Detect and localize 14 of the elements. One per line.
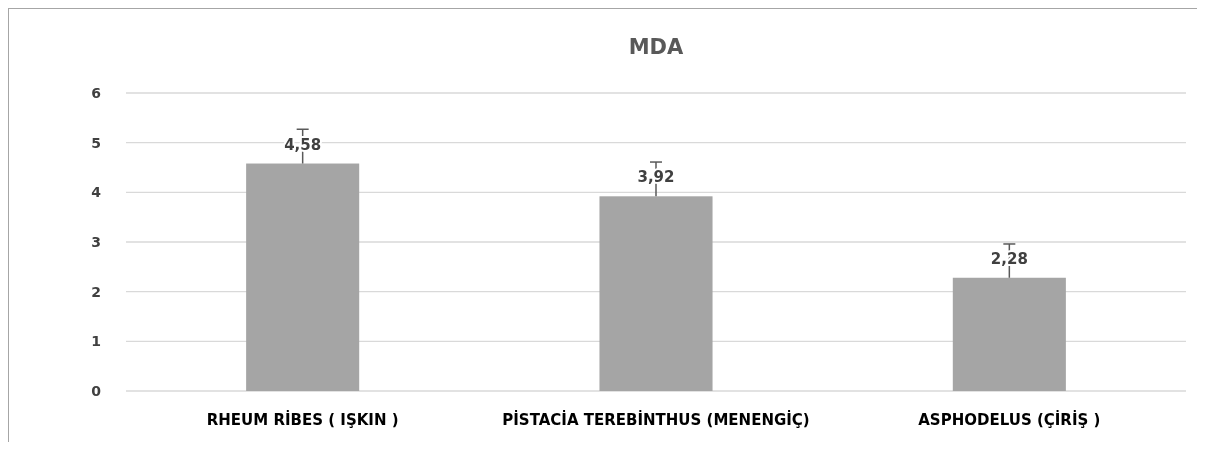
bar bbox=[599, 196, 713, 391]
x-tick-label: PİSTACİA TEREBİNTHUS (MENENGİÇ) bbox=[502, 410, 810, 429]
y-tick-label: 0 bbox=[91, 382, 102, 399]
chart-title: MDA bbox=[628, 35, 685, 59]
x-tick-label: RHEUM RİBES ( IŞKIN ) bbox=[206, 410, 399, 429]
bar bbox=[246, 163, 360, 391]
y-tick-label: 4 bbox=[91, 184, 102, 201]
y-tick-label: 5 bbox=[91, 134, 101, 151]
y-tick-label: 2 bbox=[91, 283, 101, 300]
y-tick-label: 1 bbox=[91, 333, 101, 350]
y-tick-label: 6 bbox=[91, 84, 101, 101]
bar bbox=[952, 277, 1066, 391]
x-tick-label: ASPHODELUS (ÇİRİŞ ) bbox=[918, 410, 1101, 429]
y-tick-label: 3 bbox=[91, 233, 101, 250]
